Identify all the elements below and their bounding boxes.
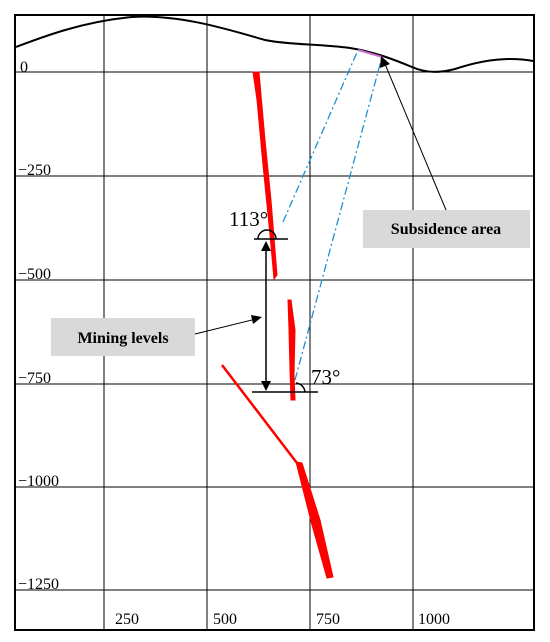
y-tick-1250: −1250 <box>18 576 59 593</box>
ground-surface <box>15 15 534 73</box>
mining-levels-arrow-head <box>251 315 262 324</box>
subsidence-label: Subsidence area <box>391 221 501 238</box>
mining-levels-label: Mining levels <box>77 330 168 347</box>
y-tick-0: 0 <box>20 59 28 76</box>
y-tick-1000: −1000 <box>18 473 59 490</box>
lower-orebody-branch <box>221 364 301 468</box>
x-tick-1000: 1000 <box>418 611 450 628</box>
upper-boundary-line <box>282 49 359 223</box>
level-markers <box>252 229 318 393</box>
subsidence-arrow-head <box>380 56 390 68</box>
lower-orebody <box>295 461 334 579</box>
upper-orebody <box>252 71 278 281</box>
frame <box>14 14 535 631</box>
middle-orebody <box>287 299 296 401</box>
angle-arc-73 <box>295 382 306 393</box>
y-tick-500: −500 <box>18 266 51 283</box>
dimension-arrow-down <box>261 381 271 391</box>
grid <box>15 15 534 630</box>
lower-boundary-line <box>294 56 383 381</box>
orebody <box>221 71 334 579</box>
angle-label-73: 73° <box>311 365 340 389</box>
mining-levels-label-box <box>51 318 195 356</box>
x-tick-750: 750 <box>316 611 340 628</box>
dimension-arrow-up <box>261 241 271 251</box>
y-tick-250: −250 <box>18 162 51 179</box>
angle-arc-113 <box>257 229 277 240</box>
subsidence-label-box <box>363 210 530 248</box>
y-tick-750: −750 <box>18 370 51 387</box>
angle-label-113: 113° <box>229 207 268 231</box>
x-tick-500: 500 <box>213 611 237 628</box>
x-tick-250: 250 <box>115 611 139 628</box>
subsidence-leader-line <box>384 63 447 211</box>
subsidence-segment <box>357 49 383 58</box>
mining-levels-leader-line <box>194 318 257 335</box>
subsidence-boundary-lines <box>282 49 383 381</box>
